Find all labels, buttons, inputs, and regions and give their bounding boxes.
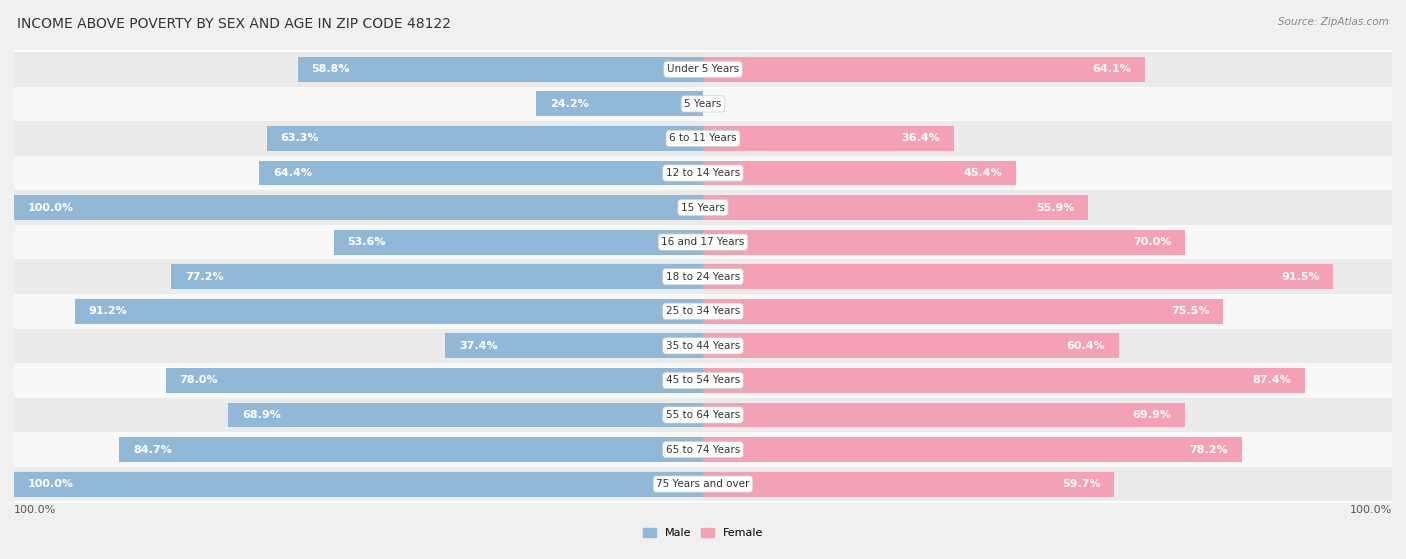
- Bar: [75, 299, 703, 324]
- Text: 24.2%: 24.2%: [550, 99, 589, 109]
- Bar: [14, 363, 1392, 397]
- Text: 64.4%: 64.4%: [273, 168, 312, 178]
- Legend: Male, Female: Male, Female: [638, 523, 768, 543]
- Text: 35 to 44 Years: 35 to 44 Years: [666, 341, 740, 351]
- Text: 91.5%: 91.5%: [1281, 272, 1320, 282]
- Bar: [703, 299, 1223, 324]
- Bar: [14, 259, 1392, 294]
- Bar: [703, 126, 953, 151]
- Text: 16 and 17 Years: 16 and 17 Years: [661, 237, 745, 247]
- Text: 25 to 34 Years: 25 to 34 Years: [666, 306, 740, 316]
- Bar: [14, 294, 1392, 329]
- Text: 77.2%: 77.2%: [186, 272, 224, 282]
- Bar: [120, 437, 703, 462]
- Text: 12 to 14 Years: 12 to 14 Years: [666, 168, 740, 178]
- Bar: [14, 190, 1392, 225]
- Bar: [14, 432, 1392, 467]
- Text: 70.0%: 70.0%: [1133, 237, 1171, 247]
- Bar: [703, 368, 1305, 393]
- Bar: [703, 230, 1185, 254]
- Bar: [703, 160, 1015, 186]
- Text: 65 to 74 Years: 65 to 74 Years: [666, 444, 740, 454]
- Text: 100.0%: 100.0%: [1350, 505, 1392, 515]
- Text: 59.7%: 59.7%: [1062, 479, 1101, 489]
- Text: 100.0%: 100.0%: [28, 479, 75, 489]
- Bar: [14, 52, 1392, 87]
- Bar: [259, 160, 703, 186]
- Text: 84.7%: 84.7%: [134, 444, 172, 454]
- Text: Source: ZipAtlas.com: Source: ZipAtlas.com: [1278, 17, 1389, 27]
- Bar: [703, 402, 1185, 428]
- Bar: [14, 156, 1392, 190]
- Text: 36.4%: 36.4%: [901, 134, 941, 144]
- Bar: [267, 126, 703, 151]
- Text: 75 Years and over: 75 Years and over: [657, 479, 749, 489]
- Bar: [703, 195, 1088, 220]
- Bar: [333, 230, 703, 254]
- Bar: [14, 329, 1392, 363]
- Text: 78.0%: 78.0%: [180, 376, 218, 385]
- Bar: [703, 472, 1115, 496]
- Text: 55.9%: 55.9%: [1036, 202, 1074, 212]
- Text: 15 Years: 15 Years: [681, 202, 725, 212]
- Bar: [166, 368, 703, 393]
- Text: Under 5 Years: Under 5 Years: [666, 64, 740, 74]
- Bar: [14, 225, 1392, 259]
- Bar: [298, 57, 703, 82]
- Bar: [14, 87, 1392, 121]
- Bar: [14, 467, 1392, 501]
- Text: 58.8%: 58.8%: [312, 64, 350, 74]
- Text: 87.4%: 87.4%: [1253, 376, 1291, 385]
- Text: 5 Years: 5 Years: [685, 99, 721, 109]
- Text: 45 to 54 Years: 45 to 54 Years: [666, 376, 740, 385]
- Bar: [14, 121, 1392, 156]
- Bar: [703, 57, 1144, 82]
- Text: 6 to 11 Years: 6 to 11 Years: [669, 134, 737, 144]
- Bar: [172, 264, 703, 289]
- Text: 75.5%: 75.5%: [1171, 306, 1209, 316]
- Text: 78.2%: 78.2%: [1189, 444, 1227, 454]
- Bar: [14, 397, 1392, 432]
- Bar: [14, 472, 703, 496]
- Text: INCOME ABOVE POVERTY BY SEX AND AGE IN ZIP CODE 48122: INCOME ABOVE POVERTY BY SEX AND AGE IN Z…: [17, 17, 451, 31]
- Text: 69.9%: 69.9%: [1132, 410, 1171, 420]
- Text: 18 to 24 Years: 18 to 24 Years: [666, 272, 740, 282]
- Text: 64.1%: 64.1%: [1092, 64, 1130, 74]
- Text: 55 to 64 Years: 55 to 64 Years: [666, 410, 740, 420]
- Text: 60.4%: 60.4%: [1067, 341, 1105, 351]
- Bar: [536, 92, 703, 116]
- Text: 63.3%: 63.3%: [281, 134, 319, 144]
- Text: 68.9%: 68.9%: [242, 410, 281, 420]
- Text: 91.2%: 91.2%: [89, 306, 127, 316]
- Bar: [228, 402, 703, 428]
- Text: 100.0%: 100.0%: [14, 505, 56, 515]
- Text: 45.4%: 45.4%: [963, 168, 1002, 178]
- Bar: [446, 333, 703, 358]
- Bar: [703, 437, 1241, 462]
- Text: 53.6%: 53.6%: [347, 237, 387, 247]
- Bar: [703, 264, 1333, 289]
- Text: 100.0%: 100.0%: [28, 202, 75, 212]
- Bar: [14, 195, 703, 220]
- Text: 37.4%: 37.4%: [460, 341, 498, 351]
- Bar: [703, 333, 1119, 358]
